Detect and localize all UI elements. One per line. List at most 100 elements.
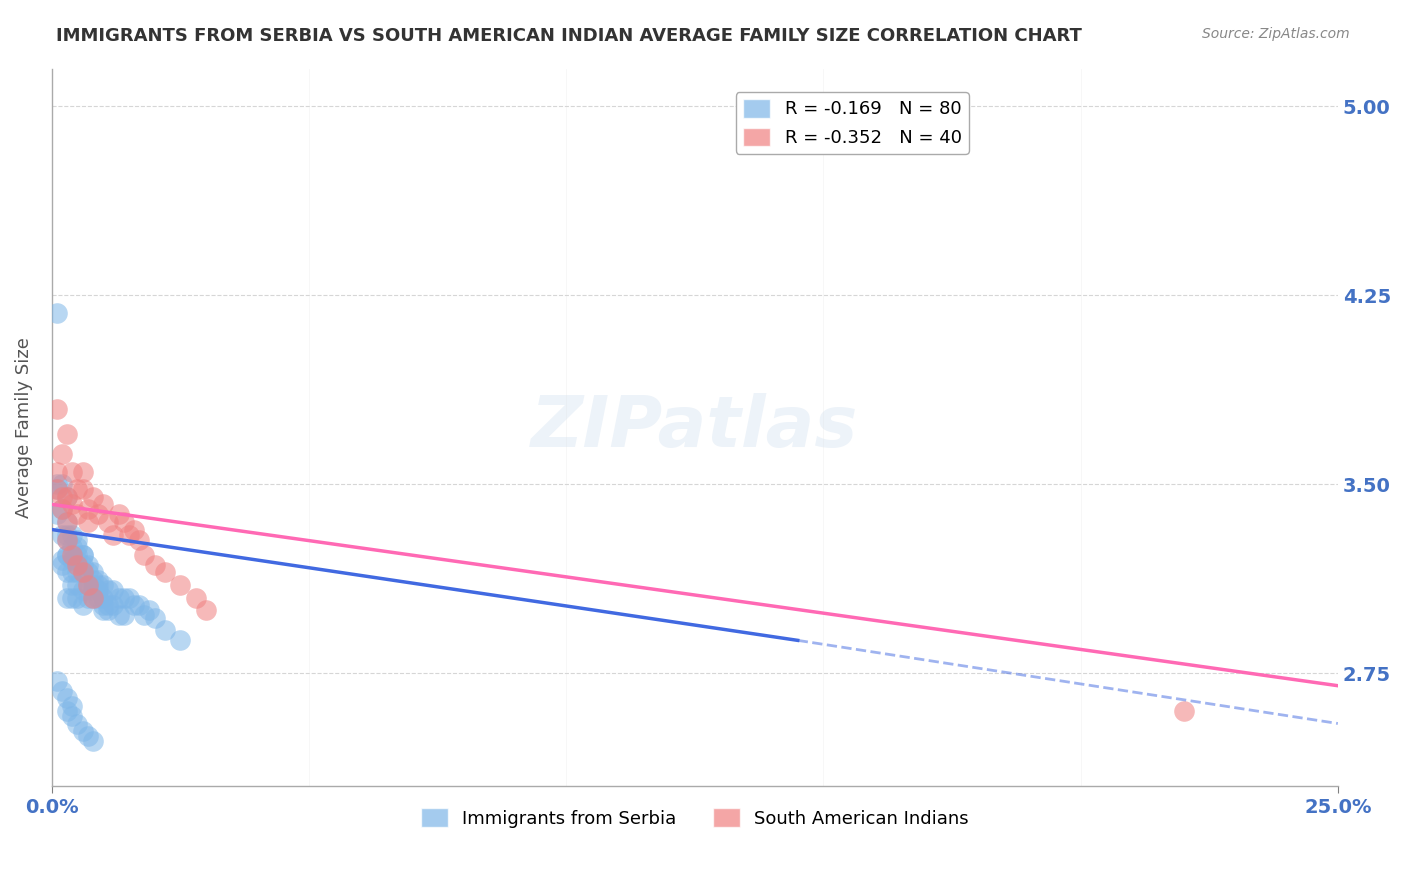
Point	[45, 465, 67, 479]
Point	[97, 598, 120, 612]
Point	[56, 548, 79, 562]
Point	[76, 515, 98, 529]
Point	[66, 716, 89, 731]
Point	[91, 591, 114, 605]
Point	[56, 533, 79, 547]
Point	[122, 598, 145, 612]
Point	[56, 515, 79, 529]
Point	[107, 608, 129, 623]
Point	[60, 591, 83, 605]
Point	[51, 477, 73, 491]
Point	[128, 533, 150, 547]
Point	[60, 553, 83, 567]
Point	[45, 477, 67, 491]
Point	[72, 566, 94, 580]
Point	[56, 490, 79, 504]
Point	[56, 515, 79, 529]
Point	[107, 508, 129, 522]
Point	[66, 553, 89, 567]
Point	[51, 558, 73, 572]
Point	[60, 566, 83, 580]
Point	[60, 578, 83, 592]
Point	[60, 709, 83, 723]
Point	[72, 598, 94, 612]
Point	[56, 426, 79, 441]
Point	[87, 573, 110, 587]
Point	[87, 582, 110, 597]
Point	[60, 497, 83, 511]
Point	[66, 591, 89, 605]
Point	[82, 591, 104, 605]
Point	[143, 558, 166, 572]
Point	[82, 573, 104, 587]
Point	[51, 490, 73, 504]
Point	[169, 578, 191, 592]
Point	[82, 578, 104, 592]
Text: Source: ZipAtlas.com: Source: ZipAtlas.com	[1202, 27, 1350, 41]
Point	[112, 591, 135, 605]
Point	[118, 591, 141, 605]
Point	[60, 540, 83, 554]
Point	[66, 578, 89, 592]
Text: ZIPatlas: ZIPatlas	[531, 393, 859, 462]
Point	[72, 548, 94, 562]
Point	[138, 603, 160, 617]
Point	[82, 734, 104, 748]
Point	[76, 578, 98, 592]
Point	[45, 482, 67, 496]
Point	[122, 523, 145, 537]
Point	[91, 578, 114, 592]
Point	[112, 608, 135, 623]
Point	[143, 610, 166, 624]
Point	[76, 558, 98, 572]
Point	[66, 548, 89, 562]
Point	[56, 591, 79, 605]
Point	[103, 527, 125, 541]
Text: IMMIGRANTS FROM SERBIA VS SOUTH AMERICAN INDIAN AVERAGE FAMILY SIZE CORRELATION : IMMIGRANTS FROM SERBIA VS SOUTH AMERICAN…	[56, 27, 1083, 45]
Point	[66, 540, 89, 554]
Point	[45, 482, 67, 496]
Point	[60, 527, 83, 541]
Point	[103, 582, 125, 597]
Point	[184, 591, 207, 605]
Point	[45, 401, 67, 416]
Point	[51, 447, 73, 461]
Point	[76, 729, 98, 743]
Point	[97, 603, 120, 617]
Point	[91, 497, 114, 511]
Point	[97, 515, 120, 529]
Point	[107, 591, 129, 605]
Point	[82, 582, 104, 597]
Point	[72, 582, 94, 597]
Point	[72, 724, 94, 739]
Legend: Immigrants from Serbia, South American Indians: Immigrants from Serbia, South American I…	[413, 801, 976, 835]
Point	[1173, 704, 1195, 718]
Point	[72, 465, 94, 479]
Point	[56, 533, 79, 547]
Point	[51, 683, 73, 698]
Point	[153, 624, 176, 638]
Point	[72, 566, 94, 580]
Point	[91, 598, 114, 612]
Point	[51, 502, 73, 516]
Point	[72, 482, 94, 496]
Point	[169, 633, 191, 648]
Point	[118, 527, 141, 541]
Point	[76, 502, 98, 516]
Point	[51, 527, 73, 541]
Point	[51, 553, 73, 567]
Point	[45, 306, 67, 320]
Point	[103, 598, 125, 612]
Point	[134, 548, 156, 562]
Point	[134, 608, 156, 623]
Point	[195, 603, 218, 617]
Point	[76, 591, 98, 605]
Point	[56, 527, 79, 541]
Point	[56, 691, 79, 706]
Point	[56, 490, 79, 504]
Point	[45, 508, 67, 522]
Point	[56, 704, 79, 718]
Point	[60, 698, 83, 713]
Point	[56, 566, 79, 580]
Point	[87, 578, 110, 592]
